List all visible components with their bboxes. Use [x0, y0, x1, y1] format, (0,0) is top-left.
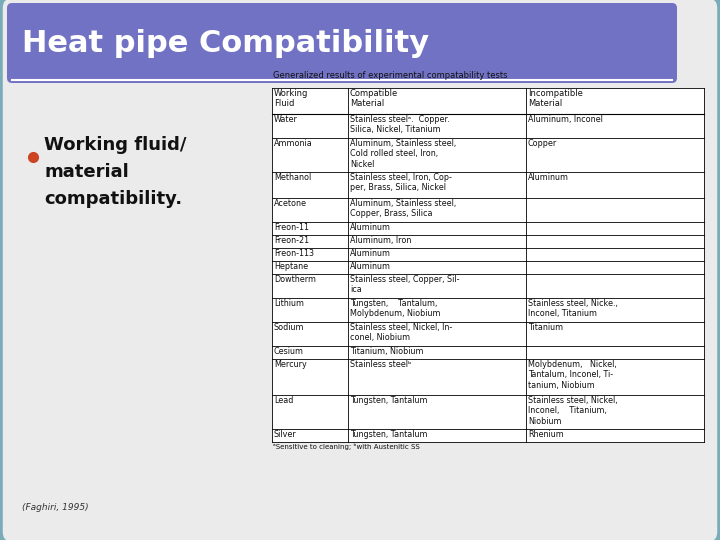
Text: Aluminum: Aluminum: [350, 223, 391, 232]
Text: Stainless steel, Copper, Sil-
ica: Stainless steel, Copper, Sil- ica: [350, 275, 459, 294]
Text: Methanol: Methanol: [274, 173, 311, 182]
Text: Aluminum: Aluminum: [528, 173, 569, 182]
Text: Tungsten, Tantalum: Tungsten, Tantalum: [350, 396, 428, 405]
Text: Dowtherm: Dowtherm: [274, 275, 316, 284]
Text: Tungsten,    Tantalum,
Molybdenum, Niobium: Tungsten, Tantalum, Molybdenum, Niobium: [350, 299, 441, 319]
Text: Tungsten, Tantalum: Tungsten, Tantalum: [350, 430, 428, 439]
Text: Lithium: Lithium: [274, 299, 304, 308]
Text: Rhenium: Rhenium: [528, 430, 564, 439]
Text: Sodium: Sodium: [274, 323, 305, 332]
Text: Stainless steelᵇ: Stainless steelᵇ: [350, 360, 412, 369]
Text: Water: Water: [274, 115, 298, 124]
Text: Working fluid/: Working fluid/: [44, 136, 186, 154]
Text: Generalized results of experimental compatability tests: Generalized results of experimental comp…: [273, 71, 508, 80]
Text: (Faghiri, 1995): (Faghiri, 1995): [22, 503, 89, 512]
Text: Heat pipe Compatibility: Heat pipe Compatibility: [22, 29, 429, 57]
Text: Stainless steel, Nickel,
Inconel,    Titanium,
Niobium: Stainless steel, Nickel, Inconel, Titani…: [528, 396, 618, 426]
Bar: [272, 88, 704, 442]
Text: Titanium, Niobium: Titanium, Niobium: [350, 347, 423, 356]
Text: Aluminum, Stainless steel,
Copper, Brass, Silica: Aluminum, Stainless steel, Copper, Brass…: [350, 199, 456, 218]
Text: compatibility.: compatibility.: [44, 190, 182, 208]
Text: Freon-21: Freon-21: [274, 236, 309, 245]
Text: Aluminum, Iron: Aluminum, Iron: [350, 236, 411, 245]
Text: Titanium: Titanium: [528, 323, 563, 332]
Text: Molybdenum,   Nickel,
Tantalum, Inconel, Ti-
tanium, Niobium: Molybdenum, Nickel, Tantalum, Inconel, T…: [528, 360, 617, 390]
Text: Acetone: Acetone: [274, 199, 307, 208]
Text: material: material: [44, 163, 129, 181]
Text: Stainless steelᵃ.  Copper.
Silica, Nickel, Titanium: Stainless steelᵃ. Copper. Silica, Nickel…: [350, 115, 449, 134]
Text: Lead: Lead: [274, 396, 293, 405]
Text: Freon-113: Freon-113: [274, 249, 314, 258]
Text: Mercury: Mercury: [274, 360, 307, 369]
Text: Cesium: Cesium: [274, 347, 304, 356]
Text: Incompatible
Material: Incompatible Material: [528, 89, 583, 109]
Text: Aluminum: Aluminum: [350, 262, 391, 271]
Text: Stainless steel, Iron, Cop-
per, Brass, Silica, Nickel: Stainless steel, Iron, Cop- per, Brass, …: [350, 173, 452, 192]
Text: Aluminum, Inconel: Aluminum, Inconel: [528, 115, 603, 124]
Text: Ammonia: Ammonia: [274, 139, 312, 148]
FancyBboxPatch shape: [7, 3, 677, 83]
Text: ᵃSensitive to cleaning; ᵇwith Austenitic SS: ᵃSensitive to cleaning; ᵇwith Austenitic…: [273, 443, 420, 450]
Text: Stainless steel, Nicke.,
Inconel, Titanium: Stainless steel, Nicke., Inconel, Titani…: [528, 299, 618, 319]
Text: Silver: Silver: [274, 430, 297, 439]
Text: Working
Fluid: Working Fluid: [274, 89, 308, 109]
Text: Stainless steel, Nickel, In-
conel, Niobium: Stainless steel, Nickel, In- conel, Niob…: [350, 323, 452, 342]
Text: Aluminum, Stainless steel,
Cold rolled steel, Iron,
Nickel: Aluminum, Stainless steel, Cold rolled s…: [350, 139, 456, 169]
Text: Freon-11: Freon-11: [274, 223, 309, 232]
Text: Copper: Copper: [528, 139, 557, 148]
Text: Aluminum: Aluminum: [350, 249, 391, 258]
Text: Heptane: Heptane: [274, 262, 308, 271]
Text: Compatible
Material: Compatible Material: [350, 89, 398, 109]
